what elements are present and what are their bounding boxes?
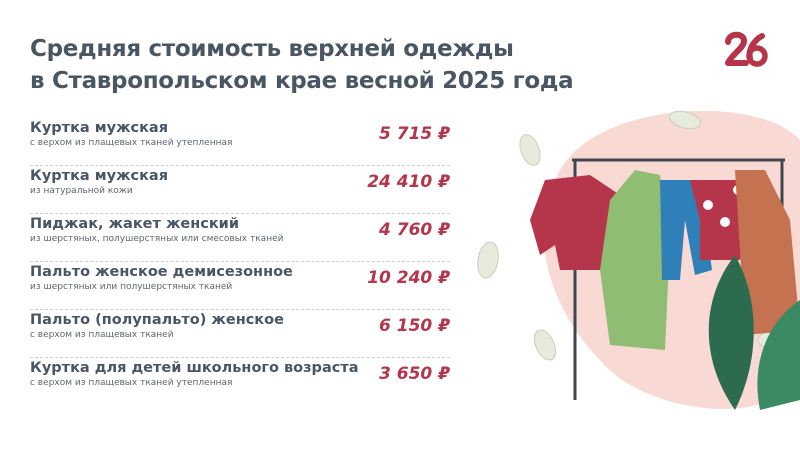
- item-price: 3 650 ₽: [379, 364, 450, 384]
- list-item: Пиджак, жакет женский из шерстяных, полу…: [30, 214, 450, 262]
- list-item: Пальто женское демисезонное из шерстяных…: [30, 262, 450, 310]
- price-list: Куртка мужская с верхом из плащевых ткан…: [30, 118, 450, 406]
- item-price: 24 410 ₽: [367, 172, 450, 192]
- item-price: 10 240 ₽: [367, 268, 450, 288]
- list-item: Куртка для детей школьного возраста с ве…: [30, 358, 450, 406]
- logo-26: [725, 31, 768, 67]
- item-description: с верхом из плащевых тканей утепленная: [30, 138, 233, 148]
- list-item: Куртка мужская из натуральной кожи 24 41…: [30, 166, 450, 214]
- title-line-1: Средняя стоимость верхней одежды: [30, 36, 514, 62]
- item-name: Пальто (полупальто) женское: [30, 312, 284, 328]
- item-price: 5 715 ₽: [379, 124, 450, 144]
- item-description: с верхом из плащевых тканей утепленная: [30, 378, 233, 388]
- item-name: Куртка мужская: [30, 120, 169, 136]
- item-price: 6 150 ₽: [379, 316, 450, 336]
- item-price: 4 760 ₽: [379, 220, 450, 240]
- item-description: из натуральной кожи: [30, 186, 133, 196]
- list-item: Куртка мужская с верхом из плащевых ткан…: [30, 118, 450, 166]
- list-item: Пальто (полупальто) женское с верхом из …: [30, 310, 450, 358]
- clothes-rack-illustration: [477, 110, 800, 410]
- item-name: Куртка мужская: [30, 168, 169, 184]
- red-sweater-icon: [530, 175, 625, 270]
- green-dress-icon: [600, 170, 670, 350]
- item-description: из шерстяных, полушерстяных или смесовых…: [30, 234, 284, 244]
- page-title: Средняя стоимость верхней одежды в Ставр…: [30, 33, 574, 97]
- title-line-2: в Ставропольском крае весной 2025 года: [30, 68, 574, 94]
- item-name: Пиджак, жакет женский: [30, 216, 239, 232]
- item-name: Пальто женское демисезонное: [30, 264, 293, 280]
- brown-coat-icon: [735, 170, 800, 335]
- green-plant-icon: [708, 255, 754, 410]
- item-description: с верхом из плащевых тканей: [30, 330, 174, 340]
- item-description: из шерстяных или полушерстяных тканей: [30, 282, 233, 292]
- item-name: Куртка для детей школьного возраста: [30, 360, 359, 376]
